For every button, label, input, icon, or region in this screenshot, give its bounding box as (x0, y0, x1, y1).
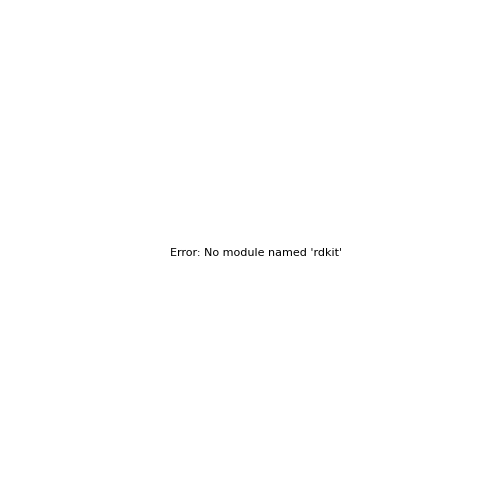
Text: Error: No module named 'rdkit': Error: No module named 'rdkit' (170, 248, 342, 258)
